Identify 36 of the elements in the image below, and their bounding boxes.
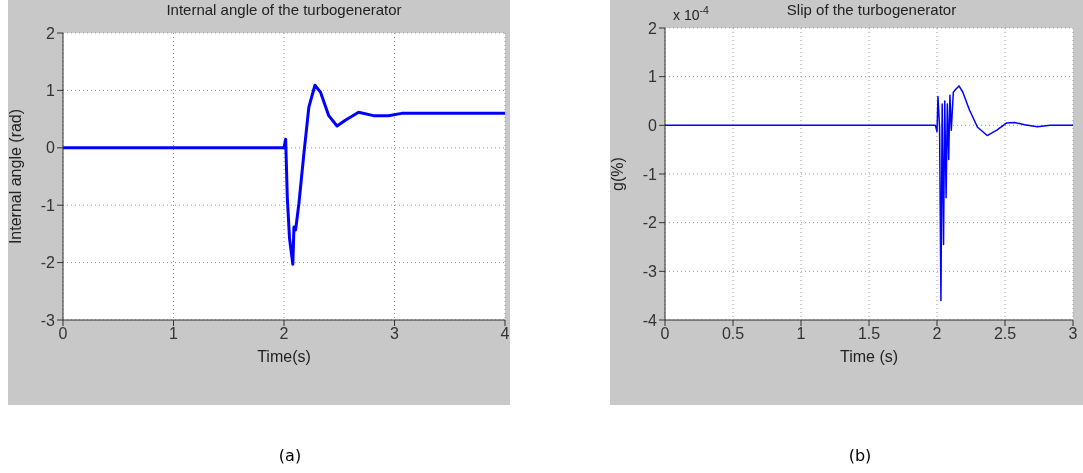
y-tick-label: -2	[40, 254, 56, 272]
y-tick-label: 0	[46, 139, 56, 157]
x-tick-label: 3	[390, 325, 400, 343]
y-tick-label: 2	[46, 24, 56, 42]
y-axis-title: g(%)	[608, 157, 626, 191]
y-tick-label: 2	[648, 19, 658, 37]
line-series	[665, 85, 1073, 302]
x-axis-title: Time (s)	[839, 348, 899, 365]
x-tick-label: 0.5	[721, 325, 745, 343]
chart-title: Internal angle of the turbogenerator	[165, 1, 403, 18]
y-tick-label: -1	[642, 165, 658, 183]
x-tick-label: 3	[1068, 325, 1078, 343]
x-tick-label: 2	[279, 325, 289, 343]
y-tick-label: -3	[40, 311, 56, 329]
text: x 10$^{-4}$	[673, 4, 709, 23]
x-axis-title: Time(s)	[257, 348, 311, 365]
y-tick-label: -4	[642, 311, 658, 329]
text: (a)	[277, 446, 303, 465]
x-tick-label: 4	[500, 325, 510, 343]
x-tick-label: 1	[169, 325, 179, 343]
x-tick-label: 1.5	[857, 325, 881, 343]
y-tick-label: -3	[642, 263, 658, 281]
y-tick-label: 0	[648, 117, 658, 135]
x-tick-label: 2.5	[993, 325, 1017, 343]
y-tick-label: 1	[46, 82, 56, 100]
chart-title: Slip of the turbogenerator	[786, 1, 957, 18]
y-axis-title: Internal angle (rad)	[6, 108, 24, 245]
x-tick-label: 2	[932, 325, 942, 343]
x-tick-label: 0	[660, 325, 670, 343]
y-tick-label: -2	[642, 214, 658, 232]
y-tick-label: 1	[648, 68, 658, 86]
text: (b)	[847, 446, 873, 465]
line-series	[63, 83, 505, 266]
x-tick-label: 1	[796, 325, 806, 343]
y-tick-label: -1	[40, 196, 56, 214]
x-tick-label: 0	[58, 325, 68, 343]
